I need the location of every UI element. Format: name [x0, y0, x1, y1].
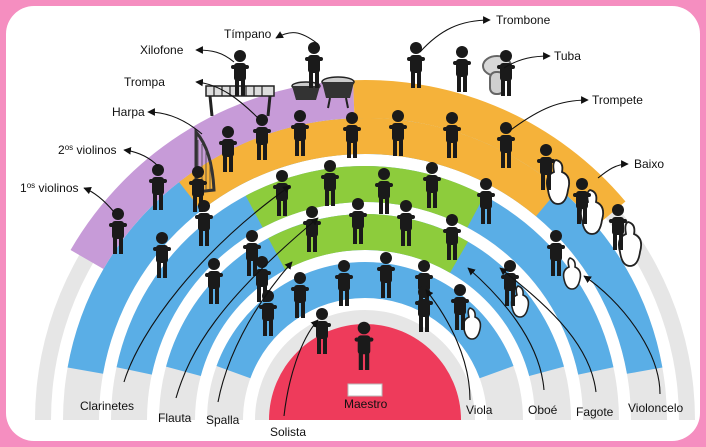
musician [305, 42, 323, 88]
musician [335, 260, 353, 306]
musician [443, 112, 461, 158]
musician [397, 200, 415, 246]
timpani-instrument [291, 76, 355, 109]
arrow-violinos2 [123, 147, 159, 167]
arrow-solista [283, 319, 319, 417]
musician [389, 110, 407, 156]
musician [349, 198, 367, 244]
label-oboe: Oboé [528, 403, 558, 417]
musician [219, 126, 237, 172]
arrow-fagote [499, 267, 597, 393]
musician [477, 178, 495, 224]
label-arrows [83, 16, 661, 417]
musician [547, 230, 565, 276]
musician [153, 232, 171, 278]
musician [497, 122, 515, 168]
musician [259, 290, 277, 336]
section-brass-back [353, 79, 626, 226]
label-baixo: Baixo [634, 157, 664, 171]
musician [321, 160, 339, 206]
conductor-podium [347, 383, 383, 397]
labels: Tímpano Trombone Xilofone Tuba Trompa Ha… [20, 13, 683, 439]
label-timpano: Tímpano [224, 27, 272, 41]
label-trompete: Trompete [592, 93, 643, 107]
label-viola: Viola [466, 403, 493, 417]
musicians [109, 42, 627, 370]
musician [443, 214, 461, 260]
musician [109, 208, 127, 254]
musician [195, 200, 213, 246]
arrow-trombone [419, 16, 491, 53]
xylophone-instrument [205, 85, 275, 117]
label-trombone: Trombone [496, 13, 551, 27]
diagram-frame: Tímpano Trombone Xilofone Tuba Trompa Ha… [6, 6, 700, 441]
section-woodwinds-tier3 [245, 165, 485, 228]
musician [377, 252, 395, 298]
label-solista: Solista [270, 425, 306, 439]
musician [343, 112, 361, 158]
musician [453, 46, 471, 92]
arrow-trompa [195, 78, 259, 119]
arrow-oboe [467, 267, 545, 391]
arrow-flauta [175, 217, 319, 399]
label-violoncelo: Violoncelo [628, 401, 683, 415]
orchestra-diagram: Tímpano Trombone Xilofone Tuba Trompa Ha… [20, 13, 695, 439]
label-violinos1: 1os violinos [20, 181, 79, 195]
label-tuba: Tuba [554, 49, 581, 63]
musician [423, 162, 441, 208]
musician [189, 166, 207, 212]
musician [609, 204, 627, 250]
arrow-timpano [275, 31, 319, 45]
musician [243, 230, 261, 276]
musician [291, 110, 309, 156]
musician [313, 308, 331, 354]
arrow-spalla [217, 261, 293, 403]
musician [537, 144, 555, 190]
musician [415, 260, 433, 306]
label-maestro: Maestro [344, 397, 388, 411]
label-fagote: Fagote [576, 405, 614, 419]
maestro-figure [354, 321, 374, 370]
arrow-tuba [503, 52, 551, 69]
label-violinos2: 2os violinos [58, 143, 117, 157]
musician [451, 284, 469, 330]
label-harpa: Harpa [112, 105, 145, 119]
musician [253, 114, 271, 160]
arrow-clarinetes [123, 185, 291, 383]
musician [375, 168, 393, 214]
section-strings-tier2 [166, 214, 564, 377]
section-brass-tier4 [179, 117, 560, 217]
section-harp [70, 80, 355, 269]
section-woodwinds-tier2 [268, 214, 468, 273]
musician [573, 178, 591, 224]
arrow-violoncelo [583, 275, 661, 395]
arrow-violinos1 [83, 187, 115, 213]
label-spalla: Spalla [206, 413, 240, 427]
musician [149, 164, 167, 210]
cello-instruments [462, 257, 582, 340]
label-flauta: Flauta [158, 411, 192, 425]
label-xilofone: Xilofone [140, 43, 184, 57]
arrow-baixo [597, 160, 629, 179]
arrow-harpa [147, 108, 203, 135]
arrow-viola [425, 289, 471, 401]
arrow-xilofone [195, 46, 235, 63]
musician [291, 272, 309, 318]
label-trompa: Trompa [124, 75, 165, 89]
musician [231, 50, 249, 96]
label-clarinetes: Clarinetes [80, 399, 134, 413]
section-strings-tier1 [216, 262, 514, 379]
arrow-trompete [507, 96, 589, 133]
musician [407, 42, 425, 88]
musician [205, 258, 223, 304]
musician [497, 50, 515, 96]
